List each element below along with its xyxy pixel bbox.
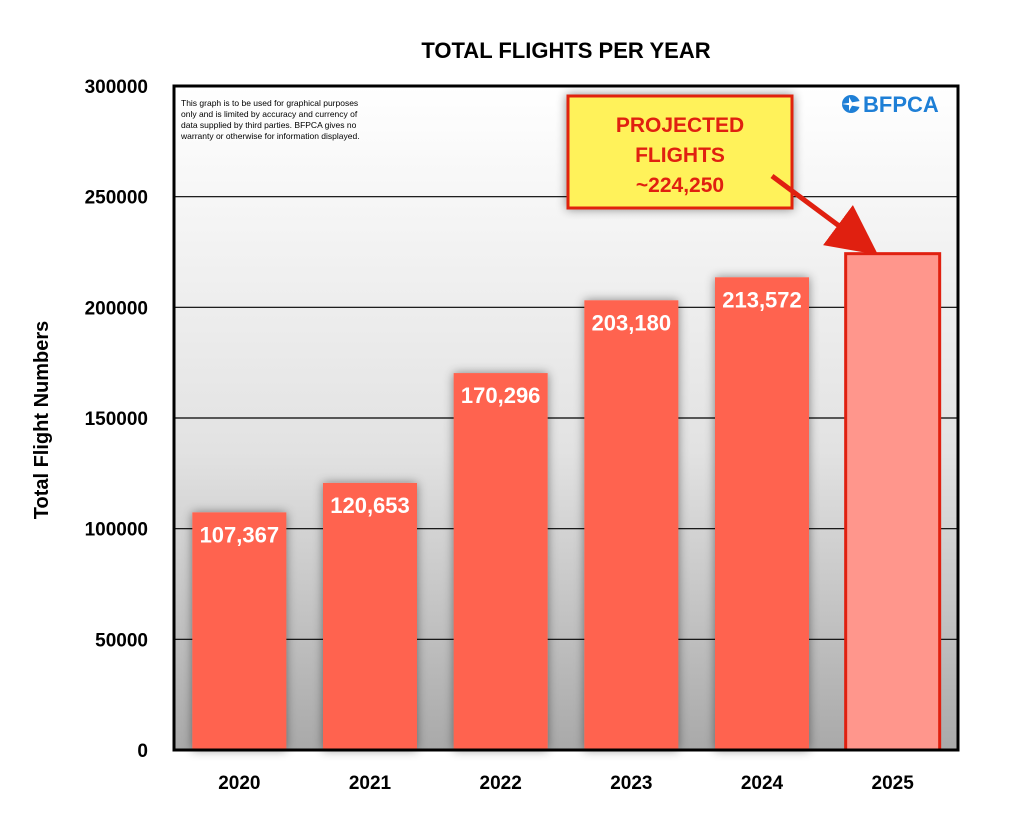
callout-line: ~224,250	[636, 174, 724, 197]
x-tick-label: 2024	[741, 773, 784, 794]
y-tick-label: 250000	[85, 188, 148, 209]
x-tick-label: 2022	[480, 773, 522, 794]
y-tick-label: 0	[137, 741, 148, 762]
logo-text: BFPCA	[863, 92, 939, 117]
callout-line: FLIGHTS	[635, 144, 725, 167]
bar-2021	[323, 482, 417, 750]
y-tick-label: 50000	[95, 630, 148, 651]
bar-value-label: 213,572	[722, 287, 802, 312]
chart-title: TOTAL FLIGHTS PER YEAR	[421, 38, 710, 63]
y-tick-label: 200000	[85, 298, 148, 319]
callout-arrow	[770, 173, 879, 255]
bar-value-label: 120,653	[330, 493, 410, 518]
bars: 107,367 120,653 170,296 203,180 213,572	[192, 252, 942, 752]
y-tick-label: 300000	[85, 77, 148, 98]
disclaimer-line: warranty or otherwise for information di…	[180, 131, 360, 141]
y-tick-label: 100000	[85, 520, 148, 541]
projection-callout: PROJECTED FLIGHTS ~224,250	[566, 94, 879, 255]
airplane-icon	[842, 95, 860, 113]
grid-lines	[174, 196, 958, 640]
x-axis-ticks: 2020 2021 2022 2023 2024 2025	[218, 773, 914, 794]
bar-value-label: 170,296	[461, 383, 541, 408]
y-tick-label: 150000	[85, 409, 148, 430]
y-axis-ticks: 0 50000 100000 150000 200000 250000 300000	[85, 77, 148, 762]
callout-line: PROJECTED	[616, 114, 744, 137]
bfpca-logo: BFPCA	[842, 92, 939, 117]
bar-2023	[584, 300, 679, 750]
x-tick-label: 2025	[872, 773, 915, 794]
disclaimer-line: data supplied by third parties. BFPCA gi…	[181, 120, 357, 130]
disclaimer-note: This graph is to be used for graphical p…	[180, 98, 360, 141]
bar-value-label: 203,180	[592, 310, 672, 335]
y-axis-label: Total Flight Numbers	[31, 321, 53, 520]
projected-bar-2025	[844, 252, 942, 752]
disclaimer-line: This graph is to be used for graphical p…	[181, 98, 358, 108]
bar-value-label: 107,367	[200, 522, 280, 547]
callout-box	[566, 94, 794, 210]
plot-frame	[172, 84, 960, 752]
x-tick-label: 2021	[349, 773, 392, 794]
bar-2024	[715, 277, 809, 750]
bar-2022	[453, 373, 548, 750]
disclaimer-line: only and is limited by accuracy and curr…	[181, 109, 358, 119]
bar-2020	[192, 512, 287, 750]
x-tick-label: 2023	[610, 773, 652, 794]
x-tick-label: 2020	[218, 773, 260, 794]
